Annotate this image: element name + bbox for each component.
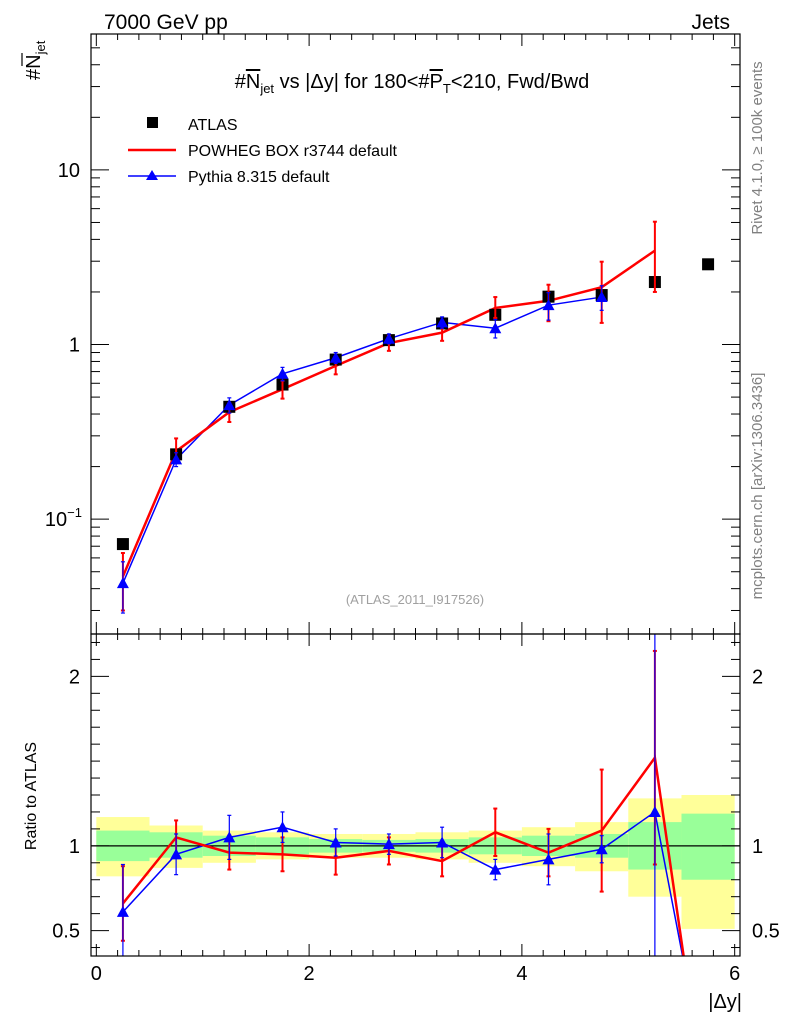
pythia-point-1 bbox=[170, 453, 183, 465]
pythia-point-0 bbox=[116, 577, 129, 589]
x-tick-label-2: 4 bbox=[516, 963, 527, 985]
legend-label-atlas: ATLAS bbox=[188, 117, 238, 134]
ratio-y-tick-label-left-1: 1 bbox=[69, 836, 80, 858]
main-y-tick-label-0: 10 bbox=[58, 160, 80, 182]
rivet-label: Rivet 4.1.0, ≥ 100k events bbox=[749, 61, 766, 234]
title-jet: jet bbox=[259, 81, 274, 96]
ratio-ylabel: Ratio to ATLAS bbox=[23, 742, 40, 850]
pythia-ratio-point-1 bbox=[170, 848, 183, 860]
ratio-y-tick-label-left-2: 2 bbox=[69, 666, 80, 688]
pythia-ratio-point-3 bbox=[276, 821, 289, 833]
x-axis-label: |Δy| bbox=[708, 991, 742, 1013]
band-inner-11 bbox=[681, 813, 735, 880]
pythia-point-4 bbox=[329, 351, 342, 363]
ratio-y-tick-label-left-0: 0.5 bbox=[52, 921, 80, 943]
ratio-frame bbox=[90, 633, 741, 957]
x-tick-label-0: 0 bbox=[91, 963, 102, 985]
pythia-ratio-point-9 bbox=[595, 843, 608, 855]
ylabel-hash: # bbox=[23, 68, 45, 80]
ratio-y-tick-label-right-0: 0.5 bbox=[752, 921, 780, 943]
pythia-ratio-point-6 bbox=[436, 836, 449, 848]
pythia-ratio-point-8 bbox=[542, 853, 555, 865]
powheg-ratio-line bbox=[121, 754, 685, 956]
title-mid: vs |Δy| for 180<# bbox=[274, 71, 430, 93]
ratio-uncertainty-bands bbox=[96, 795, 735, 929]
pythia-ratio-point-10 bbox=[648, 805, 661, 817]
ylabel-n: N bbox=[23, 54, 45, 68]
legend: ATLAS POWHEG BOX r3744 default Pythia 8.… bbox=[128, 117, 398, 186]
pythia-point-6 bbox=[436, 316, 449, 328]
pythia-point-8 bbox=[542, 299, 555, 311]
title-t: T bbox=[443, 81, 451, 96]
x-tick-label-1: 2 bbox=[304, 963, 315, 985]
pythia-ratio-point-7 bbox=[489, 863, 502, 875]
legend-marker-atlas bbox=[147, 117, 158, 128]
title-p: P bbox=[430, 71, 443, 93]
process-label: Jets bbox=[691, 11, 730, 34]
pythia-point-7 bbox=[489, 322, 502, 334]
main-y-tick-label-1: 1 bbox=[69, 335, 80, 357]
atlas-point-11 bbox=[702, 258, 715, 271]
pythia-line bbox=[122, 296, 602, 584]
main-panel bbox=[116, 220, 715, 614]
powheg-line bbox=[121, 249, 656, 577]
pythia-ratio-point-0 bbox=[116, 905, 129, 917]
analysis-watermark: (ATLAS_2011_I917526) bbox=[346, 592, 484, 607]
pythia-point-9 bbox=[595, 291, 608, 303]
legend-marker-pythia bbox=[146, 170, 158, 180]
plot-title: #Njet vs |Δy| for 180<#PT<210, Fwd/Bwd bbox=[235, 71, 590, 96]
pythia-ratio-point-4 bbox=[329, 836, 342, 848]
ratio-y-tick-label-right-1: 1 bbox=[752, 836, 763, 858]
legend-label-powheg: POWHEG BOX r3744 default bbox=[188, 143, 398, 160]
svg-text:#Njet: #Njet bbox=[23, 40, 48, 80]
axes: 0 2 4 6 10 1 10−1 0.5 0.5 1 1 2 2 bbox=[45, 33, 780, 985]
atlas-point-0 bbox=[116, 538, 129, 551]
title-n: N bbox=[246, 71, 260, 93]
x-tick-label-3: 6 bbox=[729, 963, 740, 985]
main-ylabel: #Njet bbox=[21, 40, 48, 80]
ylabel-sub: jet bbox=[33, 40, 48, 55]
pythia-ratio-line bbox=[122, 810, 684, 956]
energy-label: 7000 GeV pp bbox=[104, 11, 228, 34]
pythia-point-3 bbox=[276, 367, 289, 379]
pythia-point-5 bbox=[382, 332, 395, 344]
title-pre: # bbox=[235, 71, 247, 93]
mcplots-label: mcplots.cern.ch [arXiv:1306.3436] bbox=[749, 373, 766, 600]
ratio-panel bbox=[91, 634, 740, 956]
pythia-ratio-point-2 bbox=[223, 831, 236, 843]
pythia-ratio-point-5 bbox=[382, 838, 395, 850]
main-y-tick-label-2: 10−1 bbox=[45, 505, 82, 531]
legend-label-pythia: Pythia 8.315 default bbox=[188, 169, 330, 186]
pythia-point-2 bbox=[223, 399, 236, 411]
title-post: <210, Fwd/Bwd bbox=[451, 71, 589, 93]
ratio-y-tick-label-right-2: 2 bbox=[752, 666, 763, 688]
